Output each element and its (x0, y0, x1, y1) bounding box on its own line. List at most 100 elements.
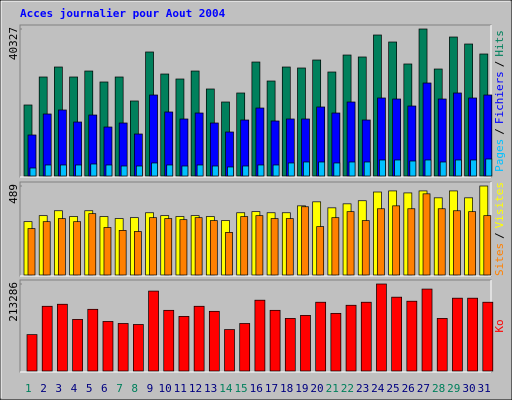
legend-entry: Ko (493, 319, 506, 332)
legend-entry: Pages (493, 139, 506, 172)
y-tick-label: 213286 (7, 282, 20, 322)
bar (225, 232, 233, 276)
legend: Sites / Visites (493, 182, 506, 276)
bar (377, 208, 385, 276)
bar (26, 334, 38, 372)
bar (331, 217, 340, 276)
x-tick-label: 28 (432, 382, 445, 395)
bar (333, 162, 341, 177)
bar (439, 161, 447, 177)
bar (211, 165, 219, 177)
bar (437, 208, 446, 276)
legend: Ko (493, 319, 506, 332)
x-tick-label: 11 (174, 382, 187, 395)
bar (482, 301, 494, 372)
x-tick-label: 15 (234, 382, 247, 395)
bar (90, 163, 98, 177)
bar (284, 318, 296, 372)
bar (181, 165, 189, 177)
bar (60, 164, 67, 177)
x-tick-label: 21 (326, 382, 339, 395)
bar (254, 299, 266, 372)
bar (468, 211, 476, 276)
bar (409, 160, 417, 177)
x-tick-label: 30 (462, 382, 475, 395)
bar (134, 231, 142, 276)
bar (163, 309, 175, 372)
bar (209, 220, 218, 276)
x-tick-label: 19 (295, 382, 308, 395)
x-tick-label: 10 (158, 382, 171, 395)
bar (285, 218, 294, 276)
x-tick-label: 1 (25, 382, 32, 395)
bar (102, 321, 114, 372)
bar (315, 301, 327, 372)
bar (87, 308, 99, 372)
x-tick-label: 22 (341, 382, 354, 395)
x-tick-label: 8 (131, 382, 138, 395)
bar (196, 164, 204, 177)
bar (194, 217, 203, 276)
bar (148, 290, 159, 372)
bar (118, 230, 127, 276)
bar (73, 221, 81, 276)
x-tick-label: 7 (116, 382, 123, 395)
x-tick-label: 14 (219, 382, 233, 395)
x-tick-label: 20 (310, 382, 323, 395)
bar (424, 159, 432, 177)
legend-separator: / (493, 232, 506, 239)
legend-entry: Fichiers (493, 71, 506, 124)
x-tick-label: 23 (356, 382, 369, 395)
legend-entry: Sites (493, 243, 506, 276)
x-tick-label: 25 (386, 382, 399, 395)
y-tick-label: 489 (7, 184, 20, 204)
bar (29, 167, 37, 177)
bar (240, 216, 249, 276)
bar (166, 164, 174, 177)
legend-separator: / (493, 61, 506, 68)
bar (72, 319, 83, 372)
bar (208, 310, 220, 372)
bar (453, 210, 461, 276)
x-tick-label: 31 (478, 382, 491, 395)
bar (149, 217, 157, 276)
bar (151, 162, 158, 177)
bar (303, 161, 310, 177)
x-tick-label: 17 (265, 382, 278, 395)
bar (239, 323, 251, 372)
x-tick-label: 12 (189, 382, 202, 395)
bar (57, 303, 68, 372)
bar (75, 164, 82, 177)
bar (361, 220, 370, 276)
bar (58, 218, 66, 276)
bar (422, 193, 431, 276)
bar (436, 318, 448, 372)
bar (360, 301, 372, 372)
bar (270, 218, 279, 276)
x-tick-label: 16 (250, 382, 263, 395)
bar (376, 283, 387, 372)
bar (379, 159, 386, 177)
bar (193, 305, 205, 372)
bar (27, 228, 36, 276)
bar (330, 312, 342, 372)
legend-entry: Hits (493, 30, 506, 57)
bar (421, 288, 433, 372)
bar (407, 208, 416, 276)
bar (227, 166, 234, 177)
bar (255, 215, 264, 276)
bar (300, 315, 311, 372)
bar (242, 165, 250, 177)
bar (345, 304, 357, 372)
legend-separator: / (493, 128, 506, 135)
bar (179, 219, 188, 276)
x-tick-label: 6 (101, 382, 108, 395)
bar (136, 165, 143, 177)
bar (257, 164, 265, 177)
chart-title: Acces journalier pour Aout 2004 (20, 7, 226, 20)
bar (103, 227, 112, 276)
bar (348, 161, 356, 177)
x-tick-label: 13 (204, 382, 217, 395)
bar (164, 218, 173, 276)
